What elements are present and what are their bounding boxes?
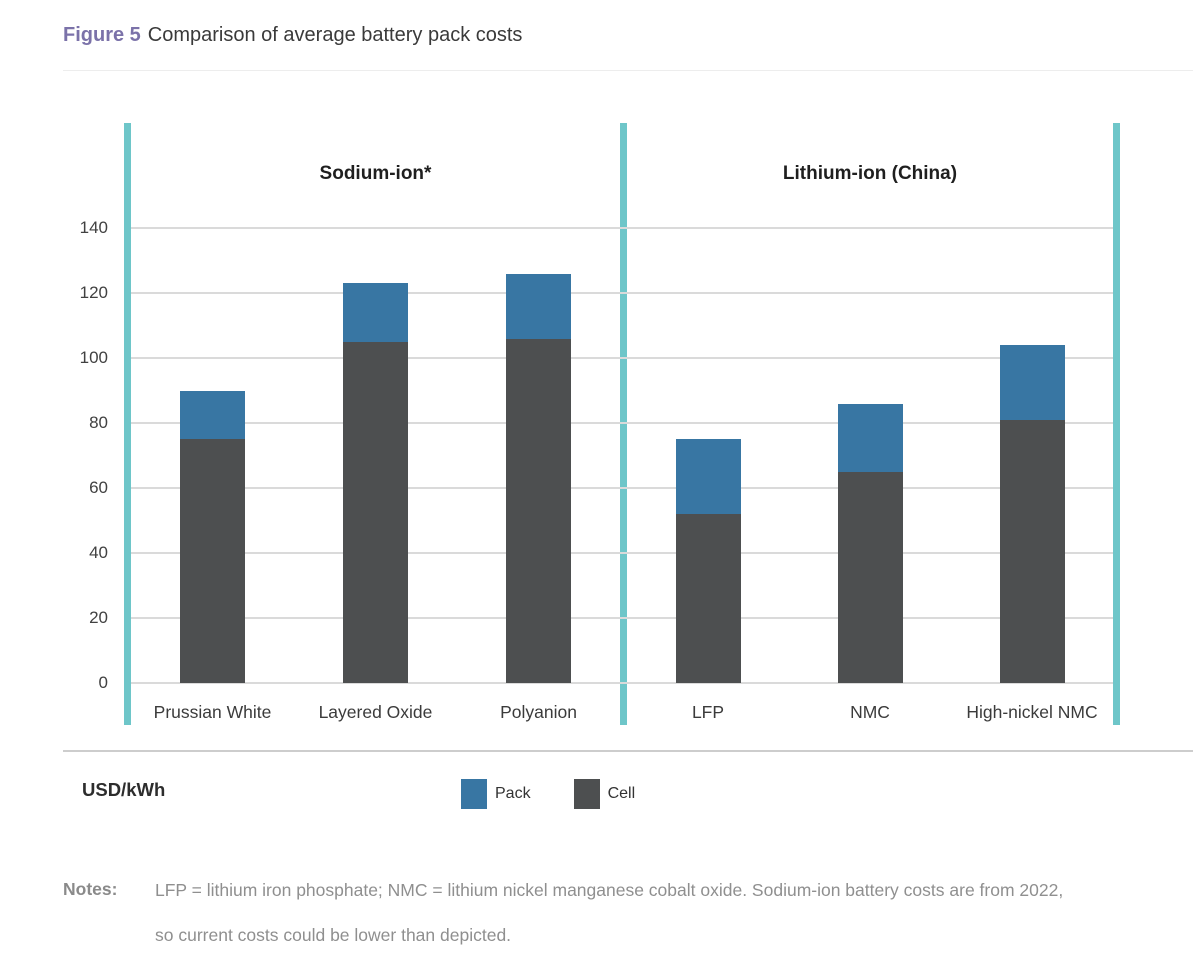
bar-segment-pack <box>506 273 571 339</box>
plot-area: Sodium-ion* Lithium-ion (China) 0 20 40 60 8… <box>80 123 1120 725</box>
bar-segment-pack <box>180 390 245 440</box>
y-tick-label-140: 140 <box>79 218 108 237</box>
bar-lfp <box>675 439 741 683</box>
y-tick-label-40: 40 <box>89 543 108 562</box>
bar-segment-cell <box>837 471 903 683</box>
plot-left-border <box>124 123 131 725</box>
pack-label: Pack <box>495 785 531 802</box>
bar-segment-cell <box>999 419 1065 683</box>
cell-swatch <box>573 779 600 809</box>
y-tick-label-20: 20 <box>89 608 108 627</box>
y-tick-label-120: 120 <box>79 283 108 302</box>
y-tick-label-100: 100 <box>79 348 108 367</box>
bar-segment-pack <box>837 403 903 472</box>
bar-polyanion <box>506 273 571 683</box>
title-divider <box>63 70 1193 71</box>
legend-divider <box>63 750 1193 752</box>
group-header-sodium-ion: Sodium-ion* <box>319 163 432 184</box>
category-label: NMC <box>850 702 890 722</box>
y-tick-label-80: 80 <box>89 413 108 432</box>
y-tick-label-0: 0 <box>98 673 108 692</box>
bar-segment-pack <box>675 439 741 514</box>
y-tick-label-60: 60 <box>89 478 108 497</box>
bar-high-nickel-nmc <box>999 345 1065 683</box>
category-label: Polyanion <box>500 702 577 722</box>
gridline-100 <box>131 357 1113 359</box>
cell-label: Cell <box>607 785 636 802</box>
gridline-0 <box>131 682 1113 684</box>
bar-layered-oxide <box>343 283 408 683</box>
group-header-lithium-ion: Lithium-ion (China) <box>782 163 958 184</box>
bar-segment-cell <box>180 439 245 683</box>
bar-nmc <box>837 403 903 683</box>
notes-line-1: LFP = lithium iron phosphate; NMC = lith… <box>155 880 1064 900</box>
gridline-120 <box>131 292 1113 294</box>
gridline-20 <box>131 617 1113 619</box>
category-label: High-nickel NMC <box>966 702 1098 722</box>
gridline-140 <box>131 227 1113 229</box>
unit-label: USD/kWh <box>82 779 166 800</box>
group-divider <box>620 123 627 725</box>
bar-segment-pack <box>999 345 1065 420</box>
pack-swatch <box>461 779 487 809</box>
gridline-60 <box>131 487 1113 489</box>
notes-line-2: so current costs could be lower than dep… <box>155 925 512 945</box>
legend: Pack Cell <box>461 779 635 809</box>
gridline-80 <box>131 422 1113 424</box>
notes-text: LFP = lithium iron phosphate; NMC = lith… <box>155 868 1063 958</box>
category-label: Layered Oxide <box>318 702 433 722</box>
legend-item-cell: Cell <box>573 779 636 809</box>
category-label: LFP <box>691 702 725 722</box>
figure-caption: Comparison of average battery pack costs <box>147 24 523 46</box>
bar-segment-cell <box>506 338 571 683</box>
bar-prussian-white <box>180 390 245 683</box>
figure-number: Figure 5 <box>63 24 141 46</box>
gridline-40 <box>131 552 1113 554</box>
bar-segment-cell <box>675 514 741 683</box>
bar-segment-cell <box>343 341 408 683</box>
legend-item-pack: Pack <box>461 779 531 809</box>
bar-segment-pack <box>343 283 408 342</box>
category-label: Prussian White <box>153 702 272 722</box>
plot-right-border <box>1113 123 1120 725</box>
figure-title: Figure 5 Comparison of average battery pa… <box>63 24 522 47</box>
notes-label: Notes: <box>63 879 118 899</box>
